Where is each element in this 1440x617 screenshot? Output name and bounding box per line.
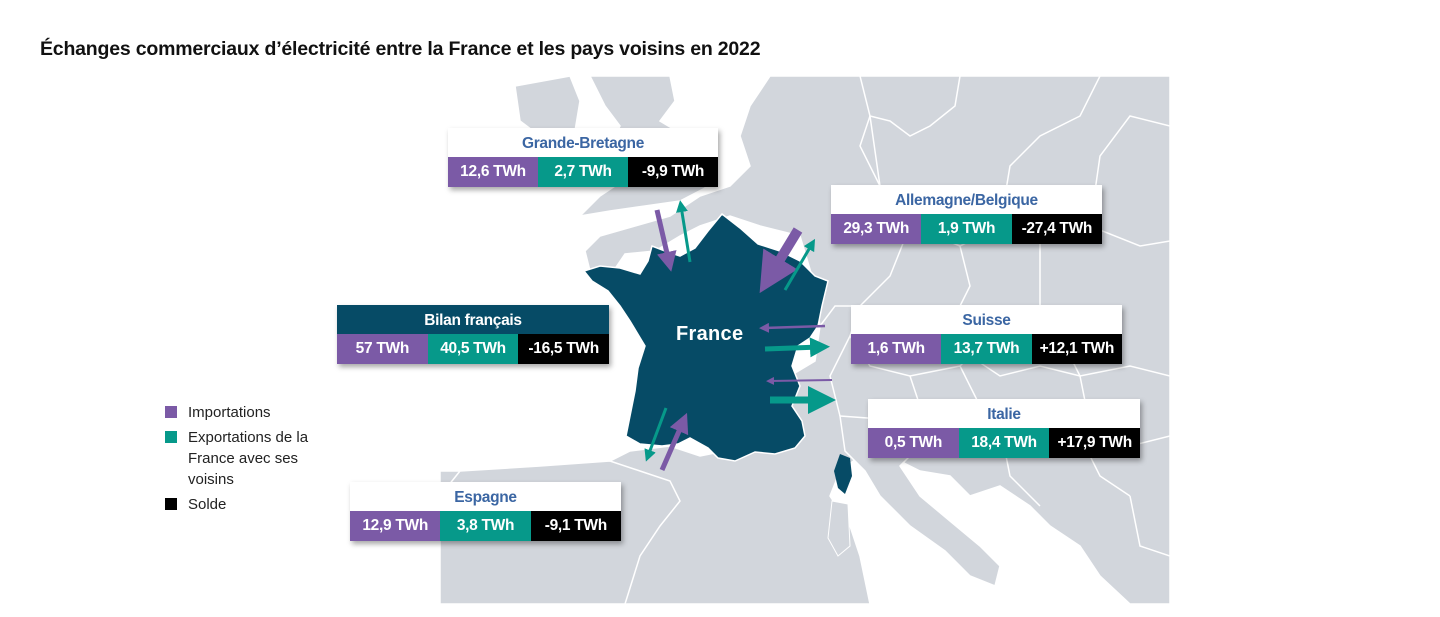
legend-label: Solde [188,496,227,513]
exports-value: 2,7 TWh [538,157,628,187]
land-sardinia [827,500,851,557]
box-suisse: Suisse 1,6 TWh 13,7 TWh +12,1 TWh [851,305,1122,364]
arrow-import-es [659,412,689,472]
balance-value: +12,1 TWh [1031,334,1122,364]
land-corsica [834,454,852,494]
arrow-export-gb [676,200,692,263]
country-name: Bilan français [337,305,609,334]
balance-value: -16,5 TWh [518,334,610,364]
country-name: Grande-Bretagne [448,128,718,157]
land-scandinavia [859,76,961,137]
chart-title: Échanges commerciaux d’électricité entre… [40,38,761,60]
imports-value: 57 TWh [337,334,428,364]
balance-swatch-icon [165,498,177,510]
imports-swatch-icon [165,406,177,418]
exports-swatch-icon [165,431,177,443]
country-name: Suisse [851,305,1122,334]
country-name: Espagne [350,482,621,511]
arrow-export-es [644,407,668,462]
balance-value: -27,4 TWh [1011,214,1102,244]
legend-item-exports: Exportations de la France avec ses voisi… [165,427,318,490]
arrow-import-ch [759,322,826,333]
imports-value: 29,3 TWh [831,214,922,244]
exports-value: 40,5 TWh [427,334,519,364]
land-ireland [514,76,581,137]
country-name: Allemagne/Belgique [831,185,1102,214]
arrow-export-ch [764,337,830,358]
arrow-import-gb [654,209,677,272]
arrow-import-it [766,376,833,385]
box-grande-bretagne: Grande-Bretagne 12,6 TWh 2,7 TWh -9,9 TW… [448,128,718,187]
exports-value: 1,9 TWh [921,214,1012,244]
box-bilan-francais: Bilan français 57 TWh 40,5 TWh -16,5 TWh [337,305,610,364]
box-allemagne-belgique: Allemagne/Belgique 29,3 TWh 1,9 TWh -27,… [831,185,1102,244]
exports-value: 13,7 TWh [941,334,1032,364]
imports-value: 0,5 TWh [868,428,959,458]
legend-item-balance: Solde [165,494,318,515]
country-name: Italie [868,399,1140,428]
legend: Importations Exportations de la France a… [165,402,318,519]
legend-label: Importations [188,404,271,421]
arrow-export-debe [783,238,816,291]
imports-value: 1,6 TWh [851,334,942,364]
balance-value: -9,1 TWh [530,511,621,541]
imports-value: 12,6 TWh [448,157,538,187]
balance-value: +17,9 TWh [1049,428,1141,458]
exports-value: 3,8 TWh [440,511,531,541]
imports-value: 12,9 TWh [350,511,441,541]
legend-item-imports: Importations [165,402,318,423]
box-espagne: Espagne 12,9 TWh 3,8 TWh -9,1 TWh [350,482,621,541]
france-map-label: France [676,323,744,345]
arrow-import-debe [759,227,803,294]
balance-value: -9,9 TWh [628,157,718,187]
box-italie: Italie 0,5 TWh 18,4 TWh +17,9 TWh [868,399,1141,458]
exports-value: 18,4 TWh [958,428,1050,458]
legend-label: Exportations de la France avec ses voisi… [188,429,309,488]
